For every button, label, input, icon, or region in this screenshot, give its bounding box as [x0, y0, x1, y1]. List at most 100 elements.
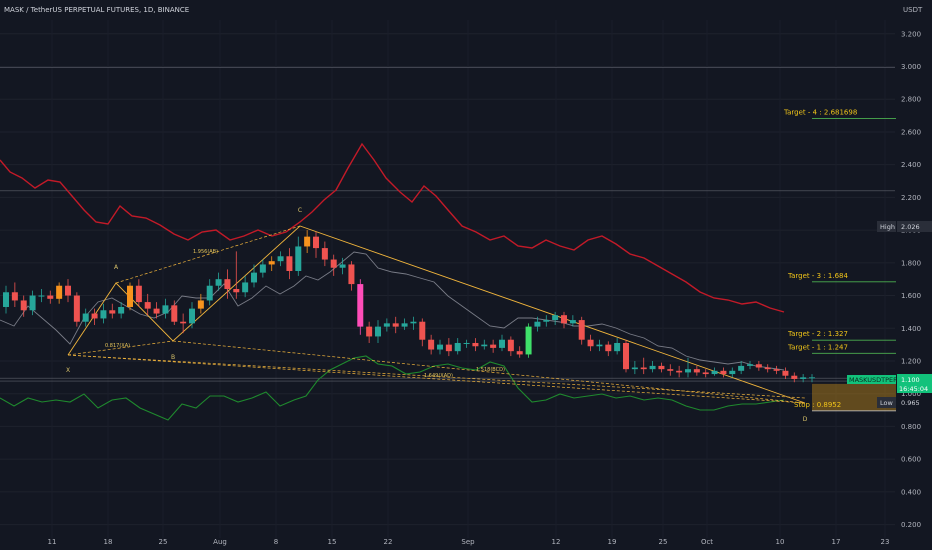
- pattern-point-label: D: [803, 416, 808, 423]
- pattern-point-label: A: [114, 264, 119, 271]
- target-label: Target - 4 : 2.681698: [783, 109, 857, 117]
- low-label-box: [877, 397, 896, 408]
- candle-body: [3, 292, 9, 307]
- candles: [3, 230, 815, 383]
- candle-body: [135, 285, 142, 303]
- chart-title: MASK / TetherUS PERPETUAL FUTURES, 1D, B…: [4, 6, 189, 14]
- y-tick-label: 0.400: [901, 488, 921, 496]
- candle-body: [206, 285, 213, 301]
- high-value: 2.026: [901, 223, 920, 231]
- pattern-point-label: X: [66, 367, 70, 374]
- candle-body: [366, 326, 373, 337]
- candle-body: [809, 377, 815, 379]
- candle-body: [286, 256, 293, 271]
- x-tick-label: Sep: [461, 538, 475, 546]
- pattern-point-label: C: [298, 207, 302, 214]
- candle-body: [251, 272, 257, 283]
- pattern-dashed-line: [115, 225, 301, 284]
- candle-body: [800, 377, 807, 379]
- target-label: Target - 2 : 1.327: [787, 330, 848, 338]
- x-tick-label: Aug: [213, 538, 227, 546]
- grid: [0, 20, 895, 538]
- fib-ratio-label: 1.649(XAD): [424, 373, 453, 379]
- low-label: Low: [880, 399, 893, 407]
- x-axis: 11 18 25 Aug 8 15 22 Sep 12 19 25 Oct 10 17 23: [48, 538, 890, 546]
- candle-body: [428, 339, 435, 350]
- candle-body: [339, 264, 346, 268]
- candle-body: [499, 339, 505, 348]
- candle-body: [791, 375, 798, 379]
- candle-body: [658, 365, 665, 370]
- y-tick-label: 1.200: [901, 357, 921, 365]
- candle-body: [197, 300, 204, 309]
- candle-body: [649, 365, 656, 370]
- y-tick-label: 0.200: [901, 521, 921, 529]
- candle-body: [437, 344, 443, 350]
- candle-body: [543, 320, 550, 322]
- x-tick-label: 19: [608, 538, 617, 546]
- candle-body: [65, 285, 71, 296]
- candle-body: [738, 365, 745, 371]
- candle-body: [605, 344, 612, 352]
- candle-body: [454, 342, 461, 352]
- upper-band-line: [0, 142, 785, 313]
- x-tick-label: 15: [328, 538, 337, 546]
- candle-body: [215, 279, 222, 286]
- candle-body: [419, 321, 426, 340]
- candle-body: [667, 369, 674, 371]
- x-tick-label: 22: [384, 538, 393, 546]
- y-tick-label: 0.600: [901, 456, 921, 464]
- currency-label: USDT: [903, 6, 923, 14]
- candle-body: [375, 326, 381, 337]
- candle-body: [180, 321, 187, 324]
- candle-body: [295, 246, 302, 271]
- candle-body: [463, 342, 470, 344]
- candle-body: [623, 342, 629, 370]
- candle-body: [153, 308, 160, 314]
- candle-body: [259, 264, 266, 273]
- target-label: Stop : 0.8952: [794, 401, 841, 409]
- candle-body: [525, 326, 532, 355]
- symbol-label: MASKUSDTPERP: [849, 376, 902, 384]
- candle-body: [304, 236, 311, 247]
- y-tick-label: 0.800: [901, 423, 921, 431]
- x-tick-label: Oct: [701, 538, 713, 546]
- candle-body: [587, 339, 594, 347]
- candle-body: [631, 367, 638, 370]
- candle-body: [392, 323, 399, 327]
- x-tick-label: 8: [274, 538, 278, 546]
- candle-body: [91, 313, 98, 319]
- candle-body: [782, 370, 789, 376]
- candle-body: [676, 370, 683, 373]
- pattern-dashed-line: [172, 340, 806, 404]
- candle-body: [162, 305, 169, 314]
- candle-body: [410, 321, 417, 324]
- last-price-value: 1.100: [901, 376, 920, 384]
- candle-body: [11, 292, 18, 301]
- candle-body: [127, 285, 133, 307]
- candle-body: [321, 248, 328, 260]
- x-tick-label: 25: [659, 538, 668, 546]
- candle-body: [507, 339, 514, 352]
- candle-body: [38, 295, 45, 297]
- x-tick-label: 12: [552, 538, 561, 546]
- y-tick-label: 1.600: [901, 292, 921, 300]
- y-tick-label: 3.000: [901, 63, 921, 71]
- candle-body: [189, 308, 195, 324]
- target-label: Target - 3 : 1.684: [787, 272, 848, 280]
- candle-body: [596, 344, 603, 347]
- candle-body: [552, 315, 559, 321]
- candle-body: [685, 369, 691, 373]
- last-price-box: [897, 374, 932, 393]
- lower-band-line: [0, 355, 785, 421]
- harmonic-pattern: X A B C D 0.817(XA) 1.956(AB) 1.518(BCD) 1.649(X…: [66, 207, 808, 423]
- y-tick-label: 1.800: [901, 259, 921, 267]
- candle-body: [73, 295, 80, 322]
- candle-body: [578, 320, 585, 340]
- countdown-value: 16:45:04: [899, 385, 928, 393]
- high-label-box: [877, 221, 896, 232]
- candle-body: [764, 367, 771, 370]
- candle-body: [481, 344, 488, 347]
